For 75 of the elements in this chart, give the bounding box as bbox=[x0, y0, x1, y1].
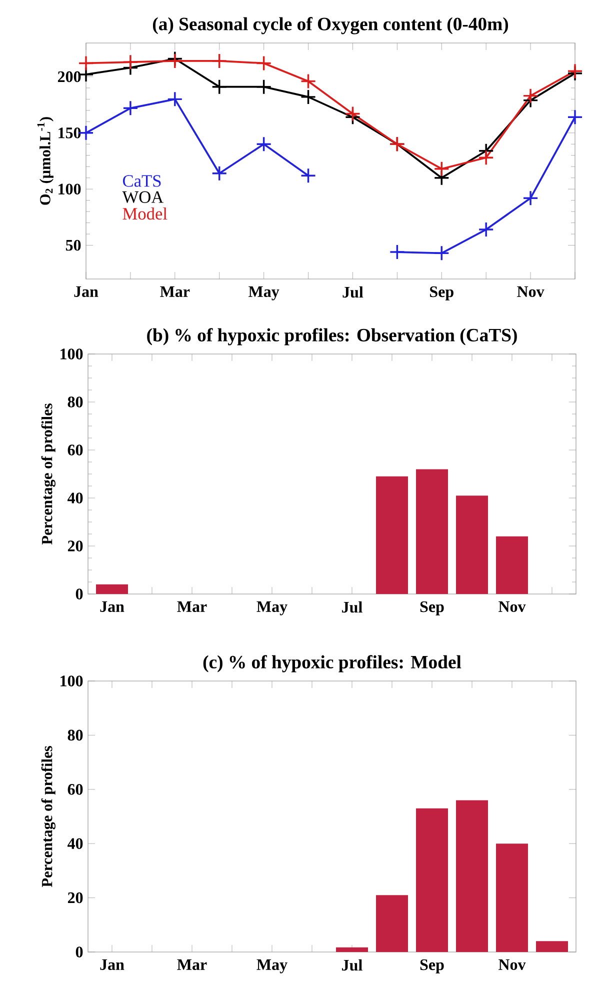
point bbox=[122, 54, 138, 70]
point bbox=[122, 100, 138, 116]
x-tick-label: Nov bbox=[498, 601, 526, 612]
y-tick-label: 100 bbox=[60, 348, 83, 360]
point bbox=[478, 222, 494, 238]
x-tick-label: Nov bbox=[498, 959, 526, 970]
text: Model bbox=[122, 207, 168, 220]
y-axis-title: Percentage of profiles bbox=[41, 746, 56, 888]
y-tick-label: 0 bbox=[76, 588, 83, 600]
chart-title: (c) % of hypoxic profiles: Model bbox=[203, 655, 462, 672]
text: CaTS bbox=[122, 175, 161, 187]
x-tick-label: Jul bbox=[342, 601, 362, 613]
x-tick-label: Jul bbox=[342, 286, 364, 298]
y-tick-label: 200 bbox=[58, 71, 81, 82]
x-tick-label: May bbox=[256, 601, 288, 616]
y-axis-title: O$_{2}$ (μmol.L$^{-1}$) bbox=[37, 117, 54, 205]
y-tick-label: 50 bbox=[66, 240, 81, 251]
y-tick-label: 150 bbox=[58, 128, 81, 138]
bar bbox=[416, 469, 448, 594]
bar bbox=[416, 808, 448, 952]
point bbox=[256, 55, 272, 72]
point bbox=[300, 168, 316, 184]
point bbox=[167, 91, 183, 108]
y-tick-label: 100 bbox=[58, 184, 81, 194]
bar bbox=[456, 800, 488, 952]
x-tick-label: Nov bbox=[517, 286, 544, 297]
bar bbox=[496, 844, 528, 952]
y-tick-label: 100 bbox=[60, 676, 83, 686]
bar bbox=[456, 496, 488, 594]
point bbox=[211, 165, 228, 182]
point bbox=[478, 150, 494, 166]
bar bbox=[336, 947, 368, 952]
point bbox=[389, 244, 406, 260]
point bbox=[78, 55, 94, 72]
x-tick-label: Sep bbox=[420, 959, 444, 974]
y-tick-label: 60 bbox=[68, 784, 83, 795]
y-tick-label: 40 bbox=[68, 838, 83, 849]
x-tick-label: Mar bbox=[177, 601, 207, 612]
point bbox=[256, 78, 272, 95]
bar bbox=[496, 536, 528, 594]
point bbox=[434, 160, 450, 177]
point bbox=[434, 245, 450, 262]
x-tick-label: Sep bbox=[420, 601, 444, 616]
point bbox=[567, 109, 583, 126]
point bbox=[522, 88, 538, 104]
point bbox=[344, 106, 361, 122]
x-tick-label: Jul bbox=[342, 959, 362, 971]
x-tick-label: Mar bbox=[160, 286, 190, 297]
x-tick-label: Jan bbox=[100, 601, 124, 612]
bar bbox=[376, 895, 408, 952]
x-tick-label: Mar bbox=[177, 959, 207, 970]
point bbox=[300, 73, 316, 90]
y-tick-label: 20 bbox=[68, 540, 83, 552]
y-tick-label: 20 bbox=[68, 892, 83, 904]
point bbox=[211, 78, 228, 95]
y-axis-title: Percentage of profiles bbox=[41, 404, 56, 545]
x-tick-label: Jan bbox=[100, 959, 124, 970]
point bbox=[300, 89, 316, 105]
x-tick-label: May bbox=[248, 286, 280, 300]
point bbox=[522, 190, 538, 206]
y-tick-label: 60 bbox=[68, 444, 83, 456]
y-tick-label: 0 bbox=[76, 946, 83, 958]
point bbox=[256, 136, 272, 152]
bar bbox=[536, 941, 568, 952]
x-tick-label: Jan bbox=[74, 286, 98, 297]
y-tick-label: 80 bbox=[68, 730, 83, 741]
y-tick-label: 80 bbox=[68, 396, 83, 408]
chart-title: (b) % of hypoxic profiles: Observation (CaTS) bbox=[147, 328, 517, 346]
x-tick-label: Sep bbox=[430, 286, 454, 300]
bar bbox=[376, 476, 408, 594]
chart-title: (a) Seasonal cycle of Oxygen content (0-40m) bbox=[152, 17, 508, 34]
y-tick-label: 40 bbox=[68, 492, 83, 504]
x-tick-label: May bbox=[256, 959, 288, 974]
text: WOA bbox=[122, 191, 164, 204]
bar bbox=[96, 584, 128, 594]
